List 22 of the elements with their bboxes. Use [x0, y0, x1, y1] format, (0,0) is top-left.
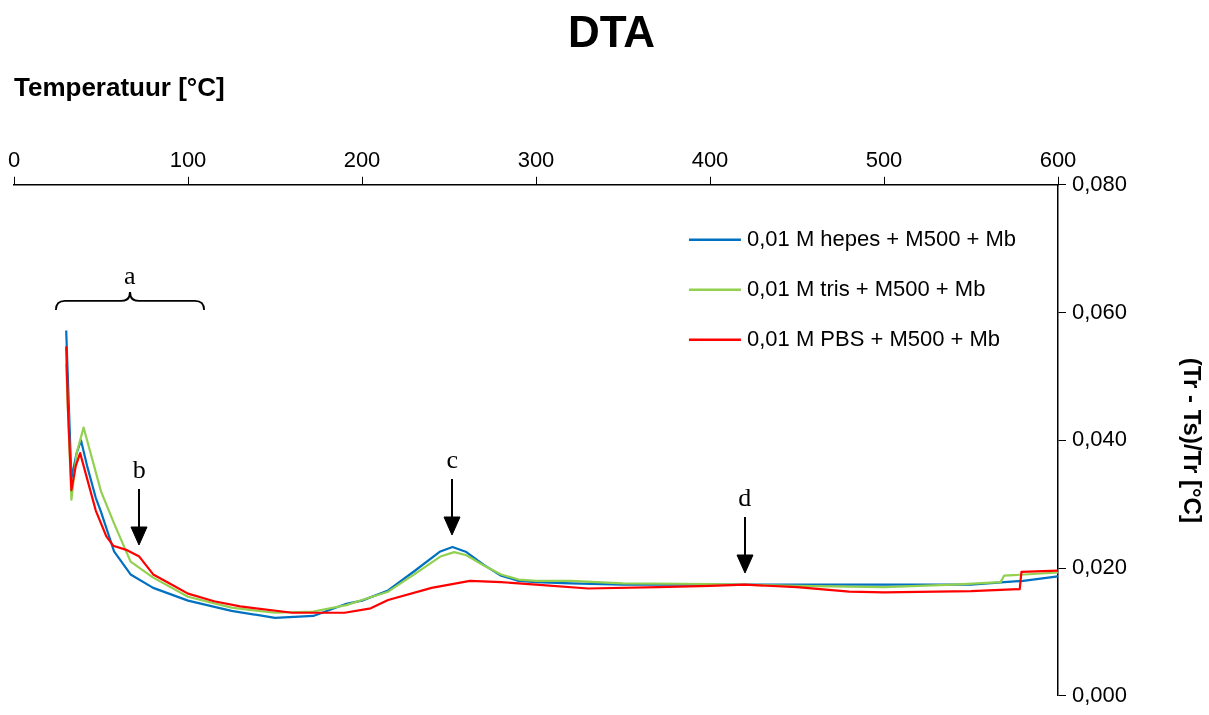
x-tick-label: 400 [691, 146, 729, 172]
x-tick-label: 600 [1039, 146, 1077, 172]
y-axis-title: (Tr - Ts)/Tr [°C] [1178, 357, 1206, 523]
x-tick-label: 200 [343, 146, 381, 172]
annotation: c [446, 444, 459, 474]
y-tick-label: 0,020 [1072, 554, 1128, 580]
legend-label: 0,01 M hepes + M500 + Mb [746, 225, 1017, 251]
y-tick-label: 0,000 [1072, 681, 1128, 707]
annotation: a [124, 260, 136, 290]
legend-label: 0,01 M tris + M500 + Mb [746, 275, 986, 301]
chart-title: DTA [567, 6, 656, 56]
x-tick-label: 300 [517, 146, 555, 172]
y-tick-label: 0,040 [1072, 426, 1128, 452]
x-tick-label: 100 [169, 146, 207, 172]
annotation: b [132, 454, 146, 484]
legend-label: 0,01 M PBS + M500 + Mb [746, 325, 1001, 351]
y-tick-label: 0,080 [1072, 170, 1128, 196]
x-tick-label: 500 [865, 146, 903, 172]
x-tick-label: 0 [7, 146, 21, 172]
annotation: d [738, 482, 752, 512]
y-tick-label: 0,060 [1072, 298, 1128, 324]
x-axis-title: Temperatuur [°C] [14, 71, 225, 102]
